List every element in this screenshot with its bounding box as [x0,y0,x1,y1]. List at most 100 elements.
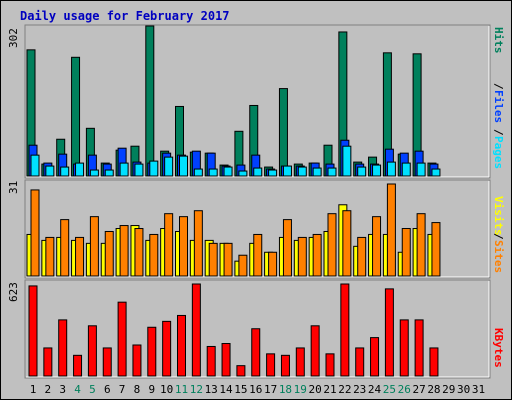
sites-bar-day-8 [134,228,144,277]
sites-bar-day-19 [297,236,307,277]
kbytes-bar-day-14 [221,343,231,377]
pages-bar-day-19 [297,166,307,177]
kbytes-bar-day-15 [236,365,246,377]
sites-bar-day-23 [357,236,367,277]
hits-bar-day-4 [71,56,81,177]
x-tick-label-9: 9 [148,383,155,396]
kbytes-bar-day-27 [414,319,424,377]
pages-bar-day-22 [342,145,352,177]
x-tick-label-22: 22 [338,383,351,396]
x-tick-label-13: 13 [205,383,218,396]
x-tick-label-12: 12 [190,383,203,396]
legend-files: Files [492,90,505,123]
x-tick-label-10: 10 [160,383,173,396]
x-tick-label-17: 17 [264,383,277,396]
legend-visits-sites: Sites Visits / [492,196,505,273]
kbytes-bar-day-12 [191,283,201,377]
kbytes-bar-day-26 [399,319,409,377]
pages-bar-day-12 [193,168,203,177]
x-tick-label-2: 2 [45,383,52,396]
legend-visits: Visits [492,196,505,236]
kbytes-bar-day-28 [429,347,439,377]
pages-bar-day-8 [134,163,144,177]
pages-bar-day-6 [104,169,114,177]
pages-bar-day-15 [238,170,248,177]
x-tick-label-24: 24 [368,383,382,396]
x-tick-label-3: 3 [59,383,66,396]
x-axis-labels: 1 2 3 4 5 6 7 8 9 10 11 12 13 14 15 16 17 18 19 20 21 22 23 24 2… [30,383,485,396]
legend-hits-files-pages: Pages Files Hits / / [492,27,505,169]
x-tick-label-26: 26 [398,383,411,396]
visits-max-label: 31 [7,181,20,194]
pages-bar-day-10 [164,156,174,177]
pages-bar-day-26 [401,162,411,177]
kbytes-bar-day-4 [73,354,83,377]
sites-bar-day-17 [268,251,278,277]
x-tick-label-30: 30 [457,383,470,396]
sites-bar-day-1 [30,189,40,277]
sites-bar-day-7 [119,225,129,277]
legend-sep-2: / [492,129,505,136]
x-tick-label-29: 29 [442,383,455,396]
sites-bar-day-27 [416,213,426,277]
sites-bar-day-10 [164,213,174,277]
sites-bar-day-14 [223,242,233,277]
sites-bar-day-16 [253,233,263,277]
kbytes-bar-day-21 [325,353,335,377]
sites-bar-day-3 [60,219,70,277]
chart-title: Daily usage for February 2017 [20,9,230,23]
pages-bar-day-28 [431,168,441,177]
kbytes-bar-day-5 [87,325,97,377]
pages-bar-day-13 [208,168,218,177]
pages-bar-day-5 [89,169,99,177]
x-tick-label-21: 21 [323,383,336,396]
hits-bar-day-9 [145,25,155,177]
kbytes-bar-day-24 [370,337,380,377]
pages-bar-day-16 [253,167,263,177]
sites-bar-day-28 [431,222,441,277]
sites-bar-day-22 [342,210,352,277]
kbytes-bar-day-1 [28,285,38,377]
kbytes-bar-day-10 [162,320,172,377]
kbytes-bar-day-7 [117,301,127,377]
pages-bar-day-18 [282,165,292,177]
visits-sites-panel [24,179,491,279]
pages-bar-day-21 [327,167,337,177]
sites-bar-day-26 [401,228,411,277]
kbytes-bar-day-17 [266,353,276,377]
x-tick-label-20: 20 [309,383,322,396]
kbytes-bar-day-9 [147,326,157,377]
pages-bar-day-2 [45,165,55,177]
x-tick-label-16: 16 [249,383,262,396]
kbytes-bar-day-11 [177,314,186,377]
sites-bar-day-25 [386,183,396,277]
pages-bar-day-25 [386,161,396,177]
legend-kbytes-label: KBytes [492,328,505,368]
sites-bar-day-2 [45,236,55,277]
pages-bar-day-20 [312,167,322,177]
x-tick-label-27: 27 [412,383,425,396]
sites-bar-day-5 [89,216,99,277]
hits-max-label: 302 [7,28,20,48]
sites-bar-day-11 [179,216,188,277]
kbytes-bar-day-20 [310,325,320,377]
x-tick-label-14: 14 [219,383,233,396]
x-tick-label-15: 15 [234,383,247,396]
kbytes-bar-day-16 [251,328,261,377]
x-tick-label-5: 5 [89,383,96,396]
x-tick-label-1: 1 [30,383,37,396]
pages-bar-day-7 [119,162,129,177]
pages-bar-day-11 [179,155,188,177]
x-tick-label-4: 4 [74,383,81,396]
sites-bar-day-13 [208,242,218,277]
kbytes-bar-day-19 [295,347,305,377]
sites-bar-day-21 [327,213,337,277]
x-tick-label-19: 19 [294,383,307,396]
pages-bar-day-27 [416,162,426,177]
pages-bar-day-4 [75,162,85,177]
legend-hits: Hits [492,27,505,54]
sites-bar-day-12 [193,210,203,277]
kbytes-bar-day-6 [102,347,112,377]
sites-bar-day-9 [149,233,159,277]
